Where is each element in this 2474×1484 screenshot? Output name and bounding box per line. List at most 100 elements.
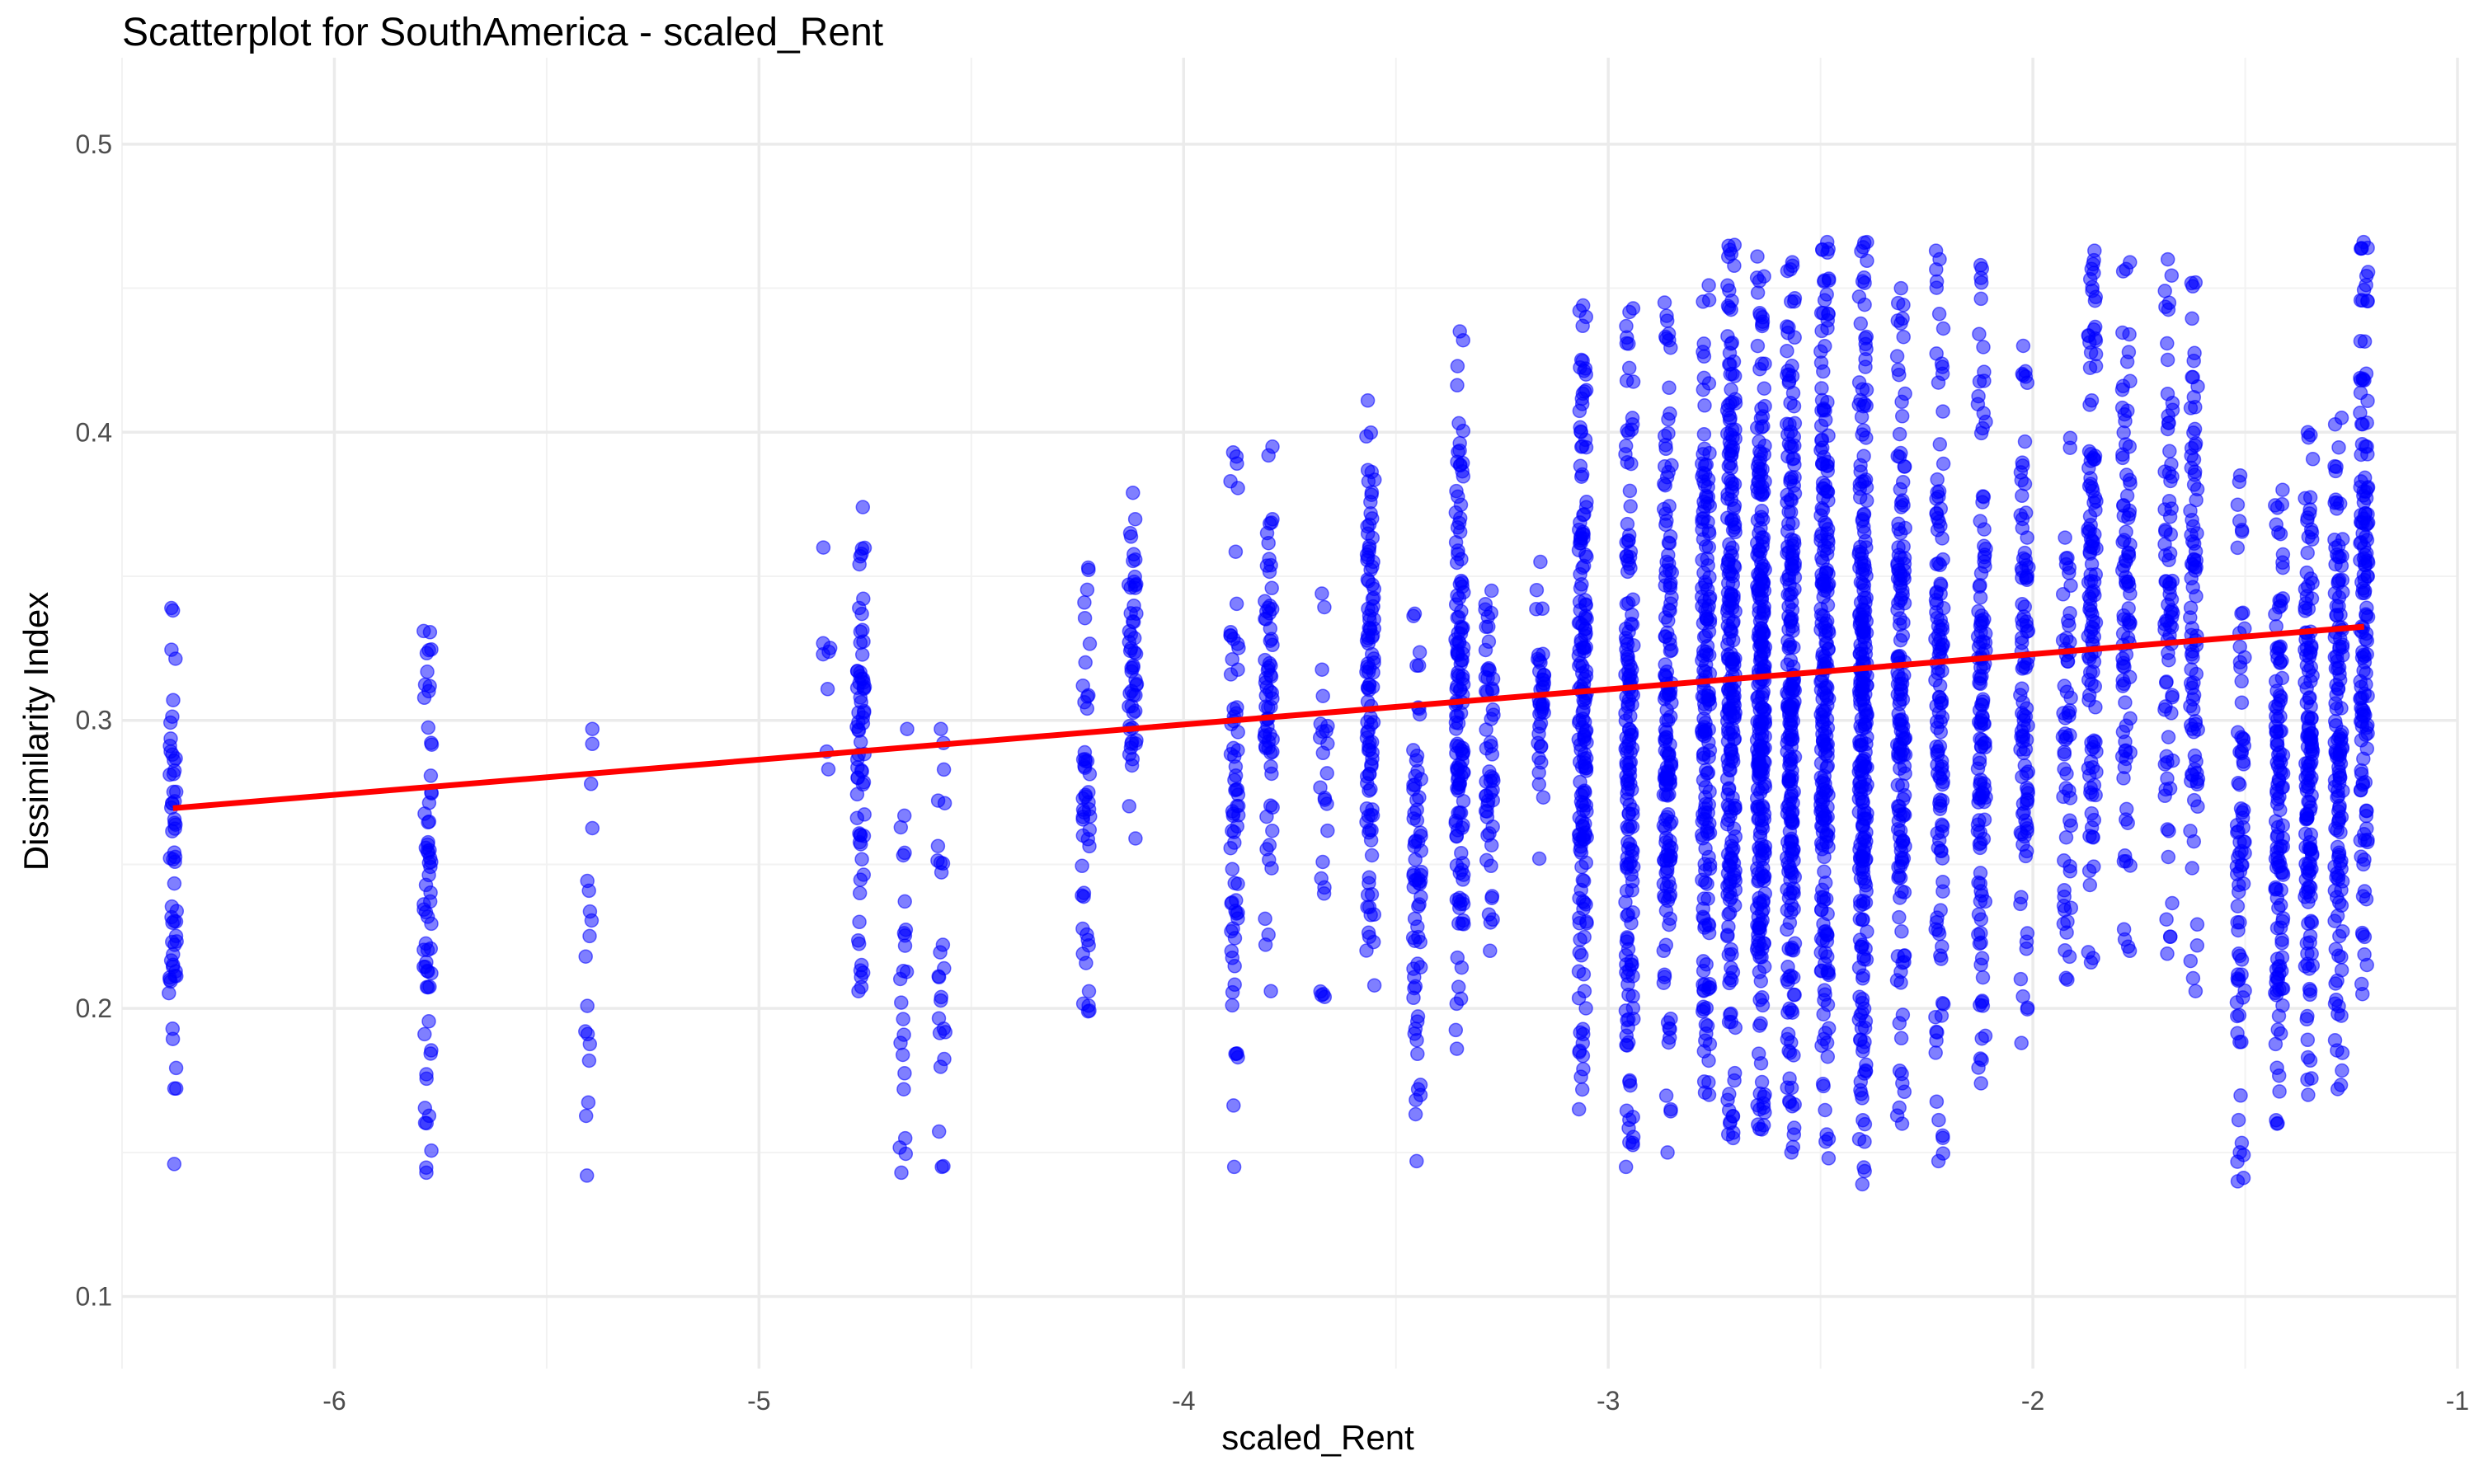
data-point	[1225, 862, 1240, 876]
data-point	[1723, 1114, 1738, 1129]
data-point	[1787, 536, 1802, 552]
data-point	[1362, 783, 1376, 798]
data-point	[1752, 274, 1767, 289]
data-point	[2116, 771, 2131, 786]
data-point	[1661, 411, 1676, 427]
data-point	[1454, 603, 1469, 619]
data-point	[1263, 984, 1278, 998]
x-tick-label: -4	[1172, 1386, 1195, 1416]
data-point	[2188, 984, 2204, 998]
data-point	[1891, 813, 1907, 829]
data-point	[1725, 632, 1741, 648]
data-point	[1621, 762, 1637, 777]
data-point	[1225, 804, 1240, 819]
data-point	[1755, 743, 1771, 758]
data-point	[1572, 594, 1587, 609]
data-point	[1577, 384, 1592, 399]
data-point	[1752, 605, 1766, 620]
data-point	[821, 762, 836, 777]
data-point	[2271, 697, 2286, 711]
data-point	[1975, 489, 1991, 504]
data-point	[1320, 823, 1335, 838]
data-point	[2327, 416, 2343, 432]
data-point	[2359, 891, 2374, 907]
data-point	[424, 965, 439, 981]
data-point	[1856, 859, 1871, 875]
data-point	[1619, 373, 1634, 388]
data-point	[1576, 527, 1591, 542]
x-tick-label: -5	[747, 1386, 770, 1416]
data-point	[2165, 402, 2180, 418]
data-point	[2186, 477, 2202, 492]
data-point	[854, 970, 868, 984]
data-point	[1754, 1074, 1770, 1090]
data-point	[1724, 942, 1738, 957]
data-point	[2060, 654, 2076, 669]
data-point	[578, 949, 593, 964]
data-point	[2160, 946, 2175, 961]
x-tick-label: -1	[2446, 1386, 2469, 1416]
data-point	[166, 693, 181, 707]
data-point	[1621, 360, 1637, 376]
data-point	[2084, 735, 2099, 750]
data-point	[1855, 991, 1870, 1007]
data-point	[1931, 307, 1947, 322]
data-point	[1315, 854, 1330, 870]
data-point	[2115, 679, 2130, 693]
data-point	[894, 995, 909, 1010]
data-point	[1752, 465, 1766, 480]
data-point	[937, 1051, 952, 1067]
data-point	[2185, 311, 2199, 326]
data-point	[1535, 601, 1550, 617]
data-point	[2116, 425, 2131, 440]
data-point	[1410, 1082, 1426, 1097]
data-point	[2119, 812, 2133, 827]
data-point	[2360, 265, 2376, 279]
data-point	[2085, 829, 2100, 844]
data-point	[1124, 758, 1140, 773]
data-point	[1818, 412, 1833, 428]
data-point	[1126, 705, 1141, 721]
data-point	[2189, 560, 2204, 575]
data-point	[894, 1165, 909, 1181]
data-point	[2015, 571, 2030, 585]
data-point	[2301, 895, 2316, 909]
data-point	[1978, 1028, 1993, 1044]
data-point	[1365, 679, 1380, 694]
data-point	[1577, 364, 1592, 378]
data-point	[1075, 678, 1090, 693]
data-point	[1662, 380, 1677, 396]
data-point	[1362, 739, 1376, 754]
data-point	[1853, 464, 1868, 479]
data-point	[1360, 725, 1375, 740]
data-point	[2087, 452, 2102, 467]
data-point	[2302, 983, 2318, 998]
y-tick-label: 0.5	[76, 129, 112, 159]
data-point	[2019, 701, 2034, 716]
data-point	[1621, 987, 1636, 1003]
data-point	[1786, 430, 1802, 444]
data-point	[2234, 745, 2249, 761]
data-point	[2269, 1112, 2284, 1128]
data-point	[1727, 258, 1742, 274]
data-point	[1785, 1139, 1801, 1154]
data-point	[1407, 805, 1422, 820]
data-point	[849, 787, 865, 802]
data-point	[2333, 727, 2348, 742]
data-point	[1695, 552, 1710, 568]
data-point	[1818, 945, 1833, 960]
data-point	[1315, 688, 1330, 703]
data-point	[2302, 880, 2318, 895]
data-point	[1818, 636, 1833, 650]
data-point	[2123, 711, 2138, 726]
data-point	[2019, 614, 2034, 629]
data-point	[165, 603, 181, 618]
data-point	[168, 1081, 184, 1097]
data-point	[893, 819, 909, 835]
data-point	[419, 979, 435, 994]
data-point	[1623, 499, 1638, 514]
data-point	[1319, 766, 1334, 781]
data-point	[897, 894, 912, 909]
data-point	[1721, 682, 1736, 697]
data-point	[1449, 483, 1464, 499]
